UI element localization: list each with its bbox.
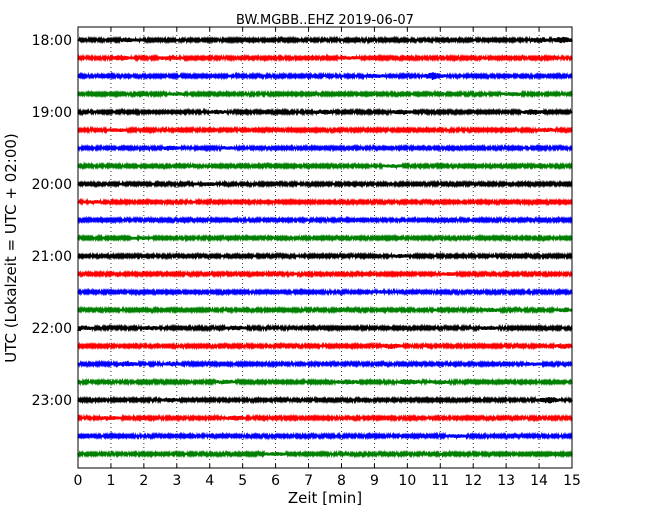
- y-tick-label: 23:00: [32, 393, 72, 409]
- seismic-trace: [77, 143, 573, 153]
- seismic-trace: [77, 341, 573, 351]
- seismic-trace: [77, 323, 573, 333]
- seismic-trace: [77, 71, 573, 81]
- seismic-trace: [77, 395, 573, 405]
- x-tick-label: 2: [139, 473, 148, 489]
- x-tick-label: 11: [431, 473, 449, 489]
- seismic-trace: [77, 215, 573, 225]
- seismic-trace: [77, 413, 573, 423]
- y-tick-label: 22:00: [32, 321, 72, 337]
- y-tick-label: 19:00: [32, 105, 72, 121]
- grid-lines: [110, 27, 540, 468]
- x-axis-ticks: 0 1 2 3 4 5 6 7 8 9 10 11 12 13 14 15: [74, 27, 581, 489]
- x-tick-label: 9: [370, 473, 379, 489]
- seismic-trace: [77, 125, 573, 135]
- x-tick-label: 4: [205, 473, 214, 489]
- seismic-trace: [77, 449, 573, 459]
- x-tick-label: 6: [271, 473, 280, 489]
- seismic-trace: [77, 233, 573, 243]
- plot-frame: [77, 26, 573, 469]
- seismic-trace: [77, 359, 573, 369]
- seismic-trace: [77, 377, 573, 387]
- x-tick-label: 3: [172, 473, 181, 489]
- x-axis-label: Zeit [min]: [288, 489, 362, 507]
- seismic-trace: [77, 35, 573, 45]
- x-tick-label: 8: [337, 473, 346, 489]
- x-tick-label: 13: [497, 473, 515, 489]
- seismic-trace: [77, 431, 573, 441]
- x-tick-label: 14: [530, 473, 548, 489]
- y-axis-ticks: 18:00 19:00 20:00 21:00 22:00 23:00: [32, 33, 572, 409]
- y-tick-label: 18:00: [32, 33, 72, 49]
- seismic-trace: [77, 89, 573, 99]
- chart-title: BW.MGBB..EHZ 2019-06-07: [236, 13, 414, 28]
- y-axis-label: UTC (Lokalzeit = UTC + 02:00): [2, 133, 20, 363]
- x-tick-label: 7: [304, 473, 313, 489]
- seismic-trace: [77, 179, 573, 189]
- seismic-trace: [77, 251, 573, 261]
- x-tick-label: 1: [106, 473, 115, 489]
- y-tick-label: 21:00: [32, 249, 72, 265]
- seismic-trace: [77, 53, 573, 63]
- x-tick-label: 10: [398, 473, 416, 489]
- seismic-trace: [77, 107, 573, 117]
- seismic-trace: [77, 197, 573, 207]
- x-tick-label: 12: [464, 473, 482, 489]
- seismic-trace: [77, 287, 573, 297]
- x-tick-label: 15: [563, 473, 581, 489]
- seismic-trace: [77, 161, 573, 171]
- seismic-traces: [77, 35, 573, 459]
- y-tick-label: 20:00: [32, 177, 72, 193]
- seismic-trace: [77, 305, 573, 315]
- x-tick-label: 0: [74, 473, 83, 489]
- x-tick-label: 5: [238, 473, 247, 489]
- seismic-trace: [77, 269, 573, 279]
